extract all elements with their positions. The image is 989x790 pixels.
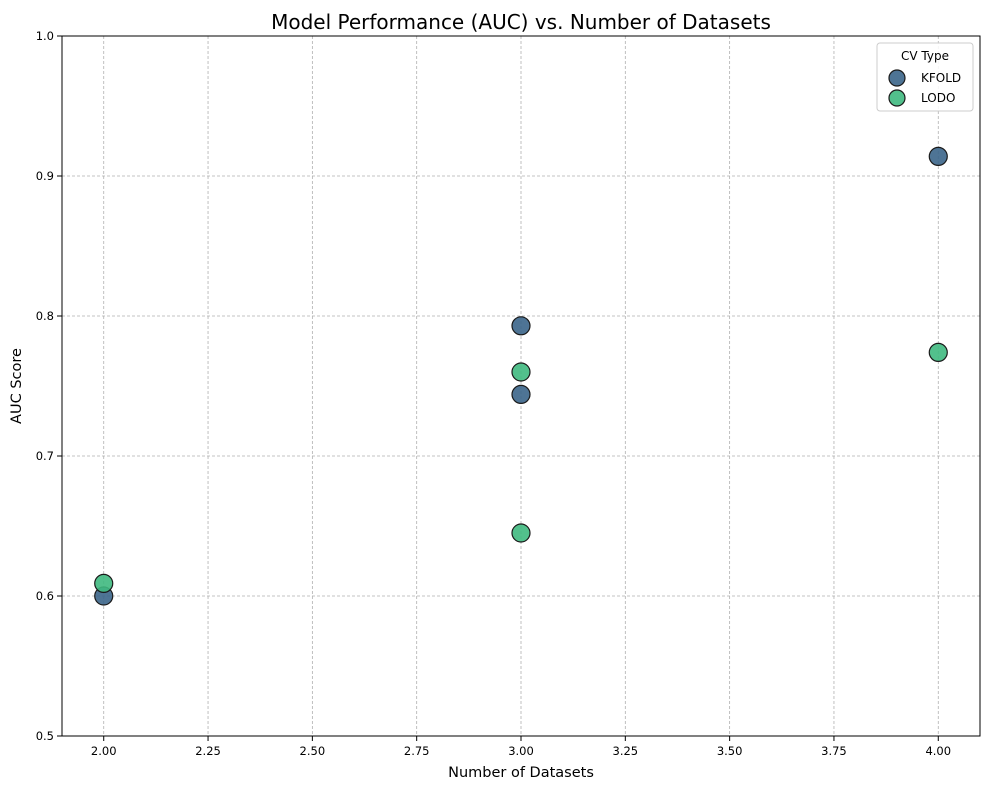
data-point-lodo (928, 342, 948, 362)
x-tick-label: 2.75 (404, 744, 430, 758)
x-tick-label: 2.25 (195, 744, 221, 758)
y-tick-label: 0.8 (36, 309, 54, 323)
y-tick-label: 0.7 (36, 449, 54, 463)
x-tick-label: 4.00 (925, 744, 951, 758)
y-tick-label: 1.0 (36, 29, 54, 43)
legend: CV Type KFOLD LODO (876, 42, 974, 112)
data-point-lodo (511, 523, 531, 543)
x-tick-label: 2.50 (300, 744, 326, 758)
x-tick-label: 2.00 (91, 744, 117, 758)
axis-ticks: 2.00 2.25 2.50 2.75 3.00 3.25 3.50 3.75 4.00 0.5 0… (36, 29, 951, 758)
x-axis-label: Number of Datasets (448, 765, 594, 781)
x-tick-label: 3.25 (613, 744, 639, 758)
y-tick-label: 0.6 (36, 589, 54, 603)
legend-label-kfold: KFOLD (921, 71, 961, 85)
legend-marker-lodo (888, 89, 906, 107)
legend-label-lodo: LODO (921, 91, 955, 105)
x-tick-label: 3.50 (717, 744, 743, 758)
y-axis-label: AUC Score (9, 348, 25, 424)
data-point-kfold (928, 146, 948, 166)
data-points (94, 146, 948, 606)
legend-marker-kfold (888, 69, 906, 87)
chart-title: Model Performance (AUC) vs. Number of Da… (271, 10, 771, 34)
plot-frame (61, 35, 981, 737)
x-tick-label: 3.00 (508, 744, 534, 758)
data-point-kfold (511, 316, 531, 336)
y-tick-label: 0.5 (36, 729, 54, 743)
data-point-lodo (511, 362, 531, 382)
data-point-lodo (94, 573, 114, 594)
x-tick-label: 3.75 (821, 744, 847, 758)
data-point-kfold (511, 384, 531, 404)
y-tick-label: 0.9 (36, 169, 54, 183)
legend-title: CV Type (901, 49, 949, 63)
